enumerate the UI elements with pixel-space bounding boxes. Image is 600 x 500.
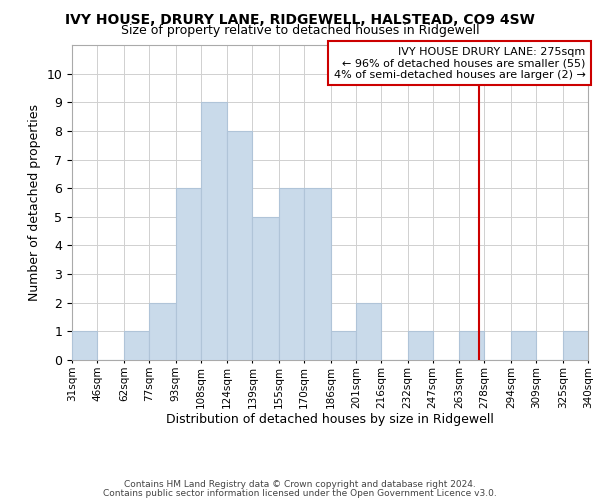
Bar [200,102,227,360]
Bar [304,188,331,360]
Bar [72,332,97,360]
Y-axis label: Number of detached properties: Number of detached properties [28,104,41,301]
Bar [253,217,279,360]
Bar [331,332,356,360]
Text: Contains HM Land Registry data © Crown copyright and database right 2024.: Contains HM Land Registry data © Crown c… [124,480,476,489]
X-axis label: Distribution of detached houses by size in Ridgewell: Distribution of detached houses by size … [166,413,494,426]
Bar [356,302,381,360]
Bar [149,302,176,360]
Text: IVY HOUSE, DRURY LANE, RIDGEWELL, HALSTEAD, CO9 4SW: IVY HOUSE, DRURY LANE, RIDGEWELL, HALSTE… [65,12,535,26]
Bar [279,188,304,360]
Text: IVY HOUSE DRURY LANE: 275sqm
← 96% of detached houses are smaller (55)
4% of sem: IVY HOUSE DRURY LANE: 275sqm ← 96% of de… [334,46,586,80]
Text: Size of property relative to detached houses in Ridgewell: Size of property relative to detached ho… [121,24,479,37]
Bar [563,332,588,360]
Bar [511,332,536,360]
Bar [407,332,433,360]
Text: Contains public sector information licensed under the Open Government Licence v3: Contains public sector information licen… [103,488,497,498]
Bar [227,131,253,360]
Bar [460,332,484,360]
Bar [176,188,200,360]
Bar [124,332,149,360]
